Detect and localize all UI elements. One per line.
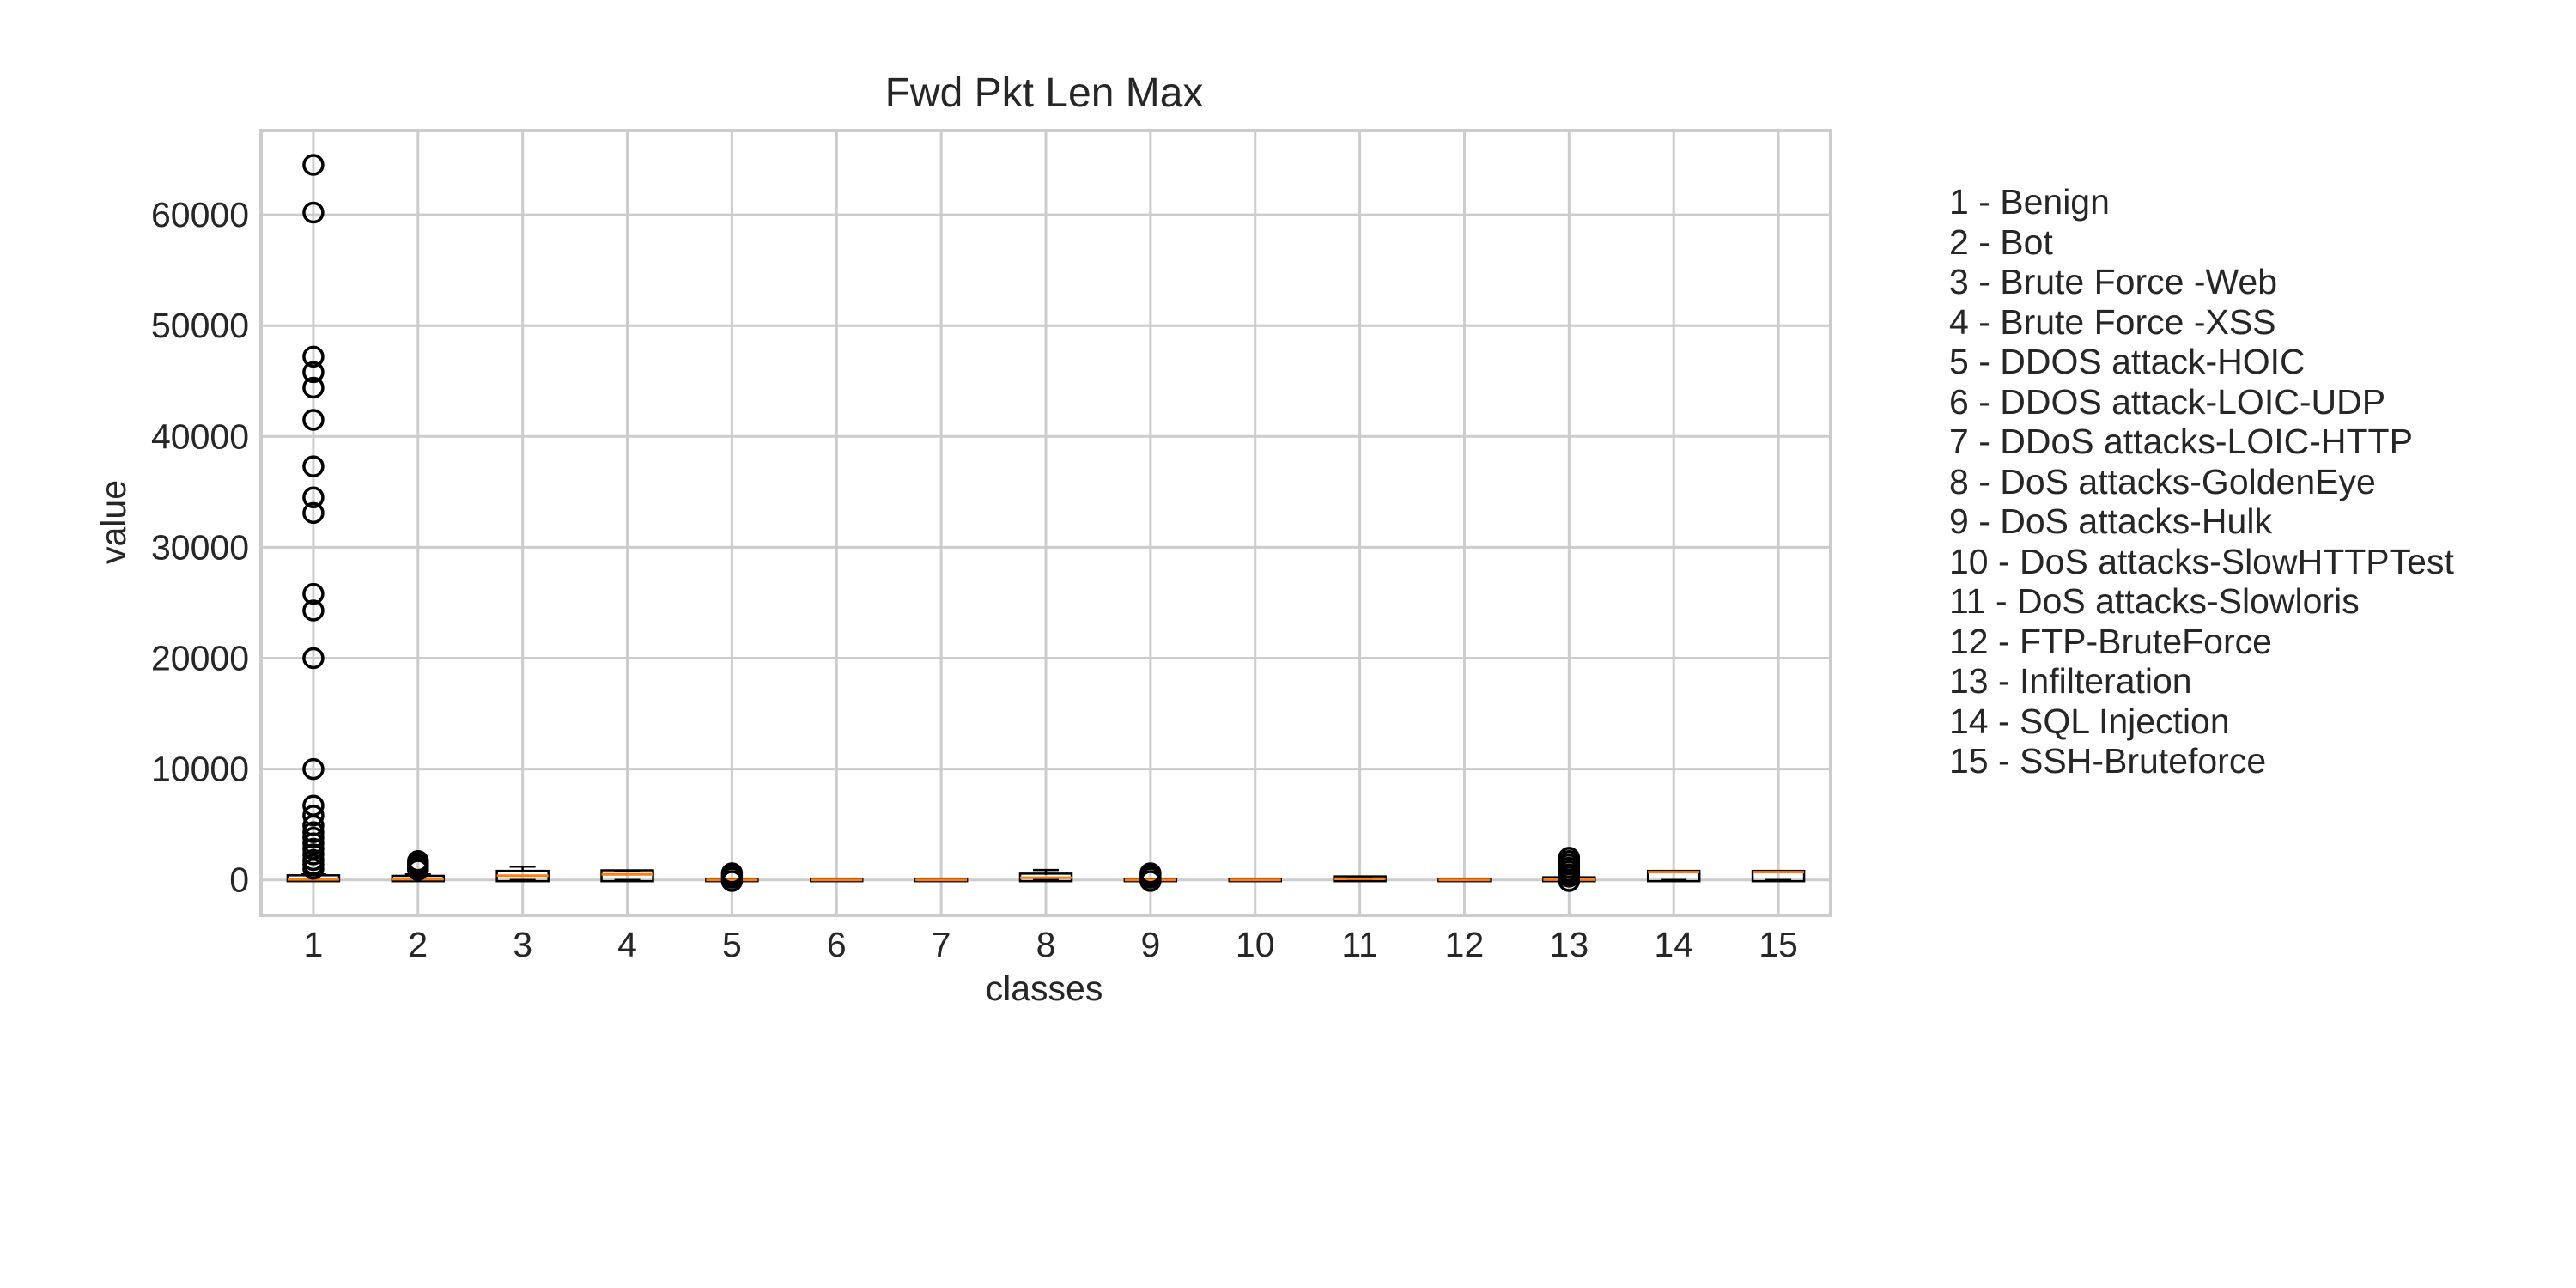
outlier-point — [302, 843, 325, 866]
outlier-point — [302, 826, 325, 849]
x-tick-label: 4 — [617, 925, 637, 964]
outlier-point — [302, 361, 325, 384]
x-axis-label: classes — [986, 969, 1103, 1008]
legend-item: 8 - DoS attacks-GoldenEye — [1949, 461, 2376, 501]
box-plot-item — [810, 877, 864, 883]
y-tick-label: 40000 — [151, 416, 249, 456]
outlier-point — [302, 409, 325, 431]
outlier-point — [302, 154, 325, 176]
iqr-box — [600, 869, 654, 883]
y-axis-label: value — [94, 480, 133, 564]
outlier-point — [302, 486, 325, 509]
legend-item: 7 - DDoS attacks-LOIC-HTTP — [1949, 422, 2413, 461]
x-tick-label: 8 — [1036, 925, 1056, 964]
legend-item: 6 - DDOS attack-LOIC-UDP — [1949, 381, 2386, 422]
plot-area-frame — [259, 129, 1832, 917]
y-tick-label: 10000 — [151, 750, 249, 789]
box-plot-item — [1123, 862, 1178, 892]
box-plot-item — [391, 849, 446, 883]
outlier-point — [302, 201, 325, 224]
y-tick-label: 0 — [229, 860, 249, 900]
x-tick-label: 1 — [304, 925, 324, 964]
outlier-point — [302, 501, 325, 525]
legend-item: 10 - DoS attacks-SlowHTTPTest — [1949, 541, 2454, 581]
y-tick-label: 60000 — [151, 195, 249, 234]
box-plot-series — [286, 154, 1806, 892]
legend-item: 3 - Brute Force -Web — [1949, 262, 2278, 301]
outlier-point — [407, 859, 429, 881]
x-tick-label: 10 — [1236, 925, 1275, 964]
box-plot-item — [1542, 847, 1596, 892]
legend-item: 9 - DoS attacks-Hulk — [1949, 501, 2272, 541]
box-plot-item — [1018, 868, 1073, 883]
legend-item: 1 - Benign — [1949, 182, 2110, 222]
y-tick-label: 50000 — [151, 306, 249, 345]
x-tick-label: 9 — [1140, 925, 1160, 964]
class-legend: 1 - Benign 2 - Bot 3 - Brute Force -Web … — [1949, 182, 2454, 781]
outlier-point — [302, 805, 325, 827]
legend-item: 2 - Bot — [1949, 222, 2053, 262]
grid-lines — [261, 131, 1831, 915]
outlier-point — [302, 376, 325, 399]
box-plot-item — [286, 154, 341, 883]
box-plot-item — [600, 869, 654, 883]
outlier-point — [1558, 870, 1581, 892]
box-plot-item — [1437, 877, 1492, 883]
outlier-point — [302, 647, 325, 670]
x-axis-ticks: 1 2 3 4 5 6 7 8 9 10 11 12 13 14 15 — [304, 925, 1798, 964]
outlier-point — [1139, 870, 1162, 892]
outlier-point — [302, 858, 325, 880]
legend-item: 12 - FTP-BruteForce — [1949, 621, 2272, 661]
legend-item: 15 - SSH-Bruteforce — [1949, 741, 2267, 781]
x-tick-label: 2 — [408, 925, 428, 964]
y-tick-label: 30000 — [151, 527, 249, 567]
outlier-point — [302, 757, 325, 781]
legend-item: 14 - SQL Injection — [1949, 701, 2230, 741]
outlier-point — [302, 599, 325, 622]
box-plot-item — [914, 877, 969, 883]
chart-title: Fwd Pkt Len Max — [885, 70, 1204, 116]
outlier-point — [302, 345, 325, 368]
outlier-point — [302, 832, 325, 854]
x-tick-label: 3 — [513, 925, 532, 964]
x-tick-label: 5 — [722, 925, 742, 964]
outlier-point — [302, 821, 325, 843]
legend-item: 5 - DDOS attack-HOIC — [1949, 342, 2306, 381]
legend-item: 4 - Brute Force -XSS — [1949, 301, 2276, 342]
x-tick-label: 12 — [1445, 925, 1485, 964]
x-tick-label: 14 — [1654, 925, 1693, 964]
outlier-point — [302, 582, 325, 605]
x-tick-label: 6 — [827, 925, 847, 964]
x-tick-label: 7 — [932, 925, 951, 964]
outlier-point — [720, 870, 744, 892]
x-tick-label: 13 — [1550, 925, 1589, 964]
box-plot-item — [705, 862, 759, 892]
outlier-point — [302, 455, 325, 477]
box-plot-item — [1333, 875, 1387, 883]
box-plot-item — [1228, 877, 1282, 883]
legend-item: 13 - Infilteration — [1949, 661, 2192, 701]
x-tick-label: 15 — [1759, 925, 1798, 964]
box-plot-item — [495, 865, 550, 883]
x-tick-label: 11 — [1341, 925, 1378, 964]
y-tick-label: 20000 — [151, 638, 249, 677]
legend-item: 11 - DoS attacks-Slowloris — [1949, 581, 2360, 621]
box-plot-item — [1751, 869, 1806, 883]
y-axis-ticks: 0 10000 20000 30000 40000 50000 60000 — [151, 195, 249, 900]
box-plot-item — [1646, 869, 1701, 883]
